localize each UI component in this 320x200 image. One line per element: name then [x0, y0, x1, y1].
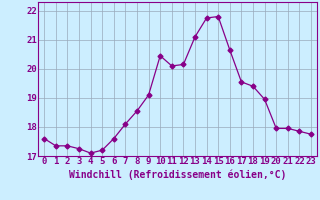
X-axis label: Windchill (Refroidissement éolien,°C): Windchill (Refroidissement éolien,°C) — [69, 169, 286, 180]
